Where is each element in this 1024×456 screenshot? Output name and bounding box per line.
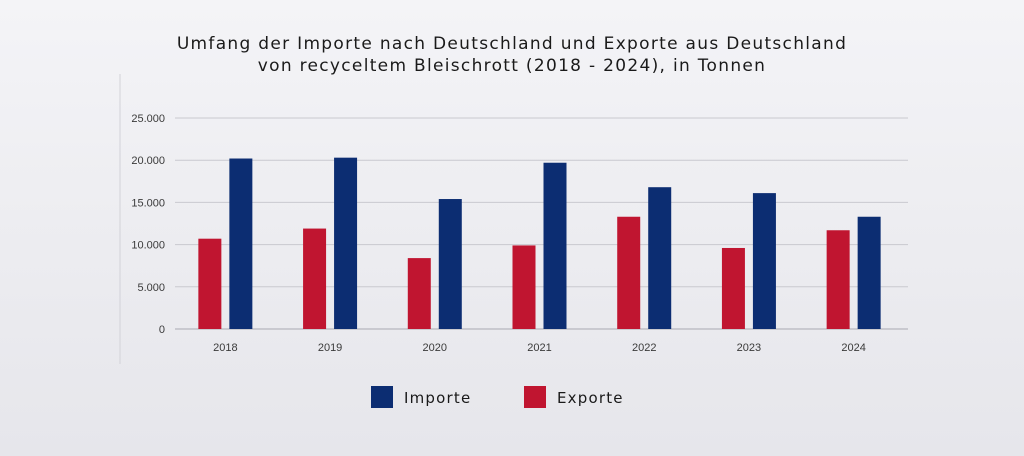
y-tick-label: 0 bbox=[159, 324, 165, 336]
bar-importe-2022 bbox=[648, 187, 672, 329]
x-tick-label: 2023 bbox=[737, 342, 761, 354]
y-tick-label: 5.000 bbox=[137, 282, 165, 294]
bar-importe-2019 bbox=[334, 157, 358, 329]
bar-exporte-2021 bbox=[512, 245, 536, 329]
chart-subtitle: von recyceltem Bleischrott (2018 - 2024)… bbox=[257, 56, 767, 76]
legend-swatch-importe bbox=[371, 386, 393, 408]
bar-importe-2023 bbox=[752, 193, 776, 329]
x-tick-label: 2018 bbox=[213, 342, 237, 354]
x-tick-label: 2024 bbox=[841, 342, 865, 354]
legend-label-importe: Importe bbox=[404, 389, 471, 407]
legend: Importe Exporte bbox=[371, 386, 624, 408]
bar-exporte-2024 bbox=[826, 230, 850, 329]
bar-importe-2018 bbox=[229, 158, 253, 329]
chart-title: Umfang der Importe nach Deutschland und … bbox=[176, 34, 848, 54]
y-tick-label: 20.000 bbox=[131, 155, 165, 167]
bar-exporte-2022 bbox=[617, 216, 641, 329]
x-tick-label: 2021 bbox=[527, 342, 551, 354]
bar-exporte-2018 bbox=[198, 238, 222, 329]
bars bbox=[198, 157, 881, 329]
bar-exporte-2023 bbox=[721, 247, 745, 329]
y-tick-label: 10.000 bbox=[131, 240, 165, 252]
x-axis-ticks: 2018 2019 2020 2021 2022 2023 2024 bbox=[213, 342, 866, 354]
x-tick-label: 2020 bbox=[423, 342, 447, 354]
y-tick-label: 15.000 bbox=[131, 197, 165, 209]
y-axis-ticks: 0 5.000 10.000 15.000 20.000 25.000 bbox=[131, 113, 165, 336]
bar-exporte-2019 bbox=[303, 228, 327, 329]
grid-lines bbox=[175, 117, 908, 330]
x-tick-label: 2019 bbox=[318, 342, 342, 354]
bar-importe-2020 bbox=[438, 199, 462, 329]
bar-exporte-2020 bbox=[407, 258, 431, 329]
x-tick-label: 2022 bbox=[632, 342, 656, 354]
bar-importe-2021 bbox=[543, 162, 567, 329]
legend-swatch-exporte bbox=[524, 386, 546, 408]
bar-importe-2024 bbox=[857, 216, 881, 329]
legend-label-exporte: Exporte bbox=[557, 389, 624, 407]
y-tick-label: 25.000 bbox=[131, 113, 165, 125]
